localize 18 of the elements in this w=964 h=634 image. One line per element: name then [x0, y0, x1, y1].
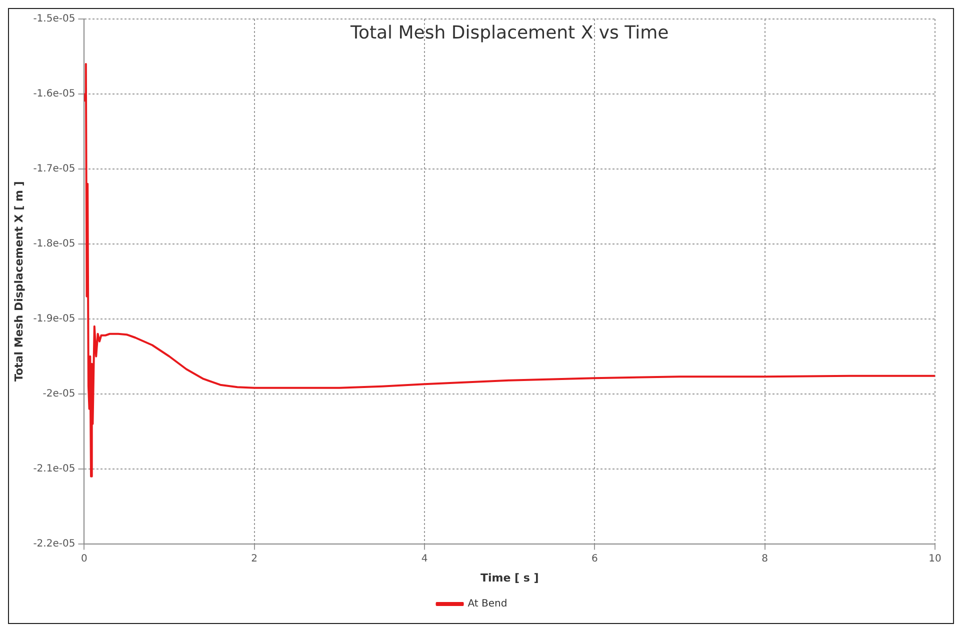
x-tick-label: 4 — [421, 553, 428, 564]
y-tick-label: -2.2e-05 — [33, 538, 76, 550]
x-tick-label: 2 — [251, 553, 258, 564]
y-tick-label: -1.7e-05 — [33, 164, 76, 175]
x-axis-title: Time [ s ] — [480, 571, 539, 584]
y-tick-label: -1.9e-05 — [33, 313, 76, 324]
y-tick-label: -1.6e-05 — [33, 88, 76, 100]
x-tick-label: 6 — [591, 553, 598, 564]
legend-label: At Bend — [468, 598, 508, 610]
chart-title: Total Mesh Displacement X vs Time — [349, 22, 669, 44]
y-tick-label: -1.5e-05 — [33, 14, 76, 25]
x-tick-label: 8 — [762, 553, 768, 564]
y-tick-label: -2e-05 — [42, 388, 76, 400]
y-tick-label: -2.1e-05 — [33, 463, 76, 474]
x-tick-label: 10 — [928, 553, 942, 564]
x-tick-label: 0 — [81, 553, 88, 564]
y-axis-title: Total Mesh Displacement X [ m ] — [12, 181, 26, 382]
y-tick-label: -1.8e-05 — [33, 238, 76, 250]
